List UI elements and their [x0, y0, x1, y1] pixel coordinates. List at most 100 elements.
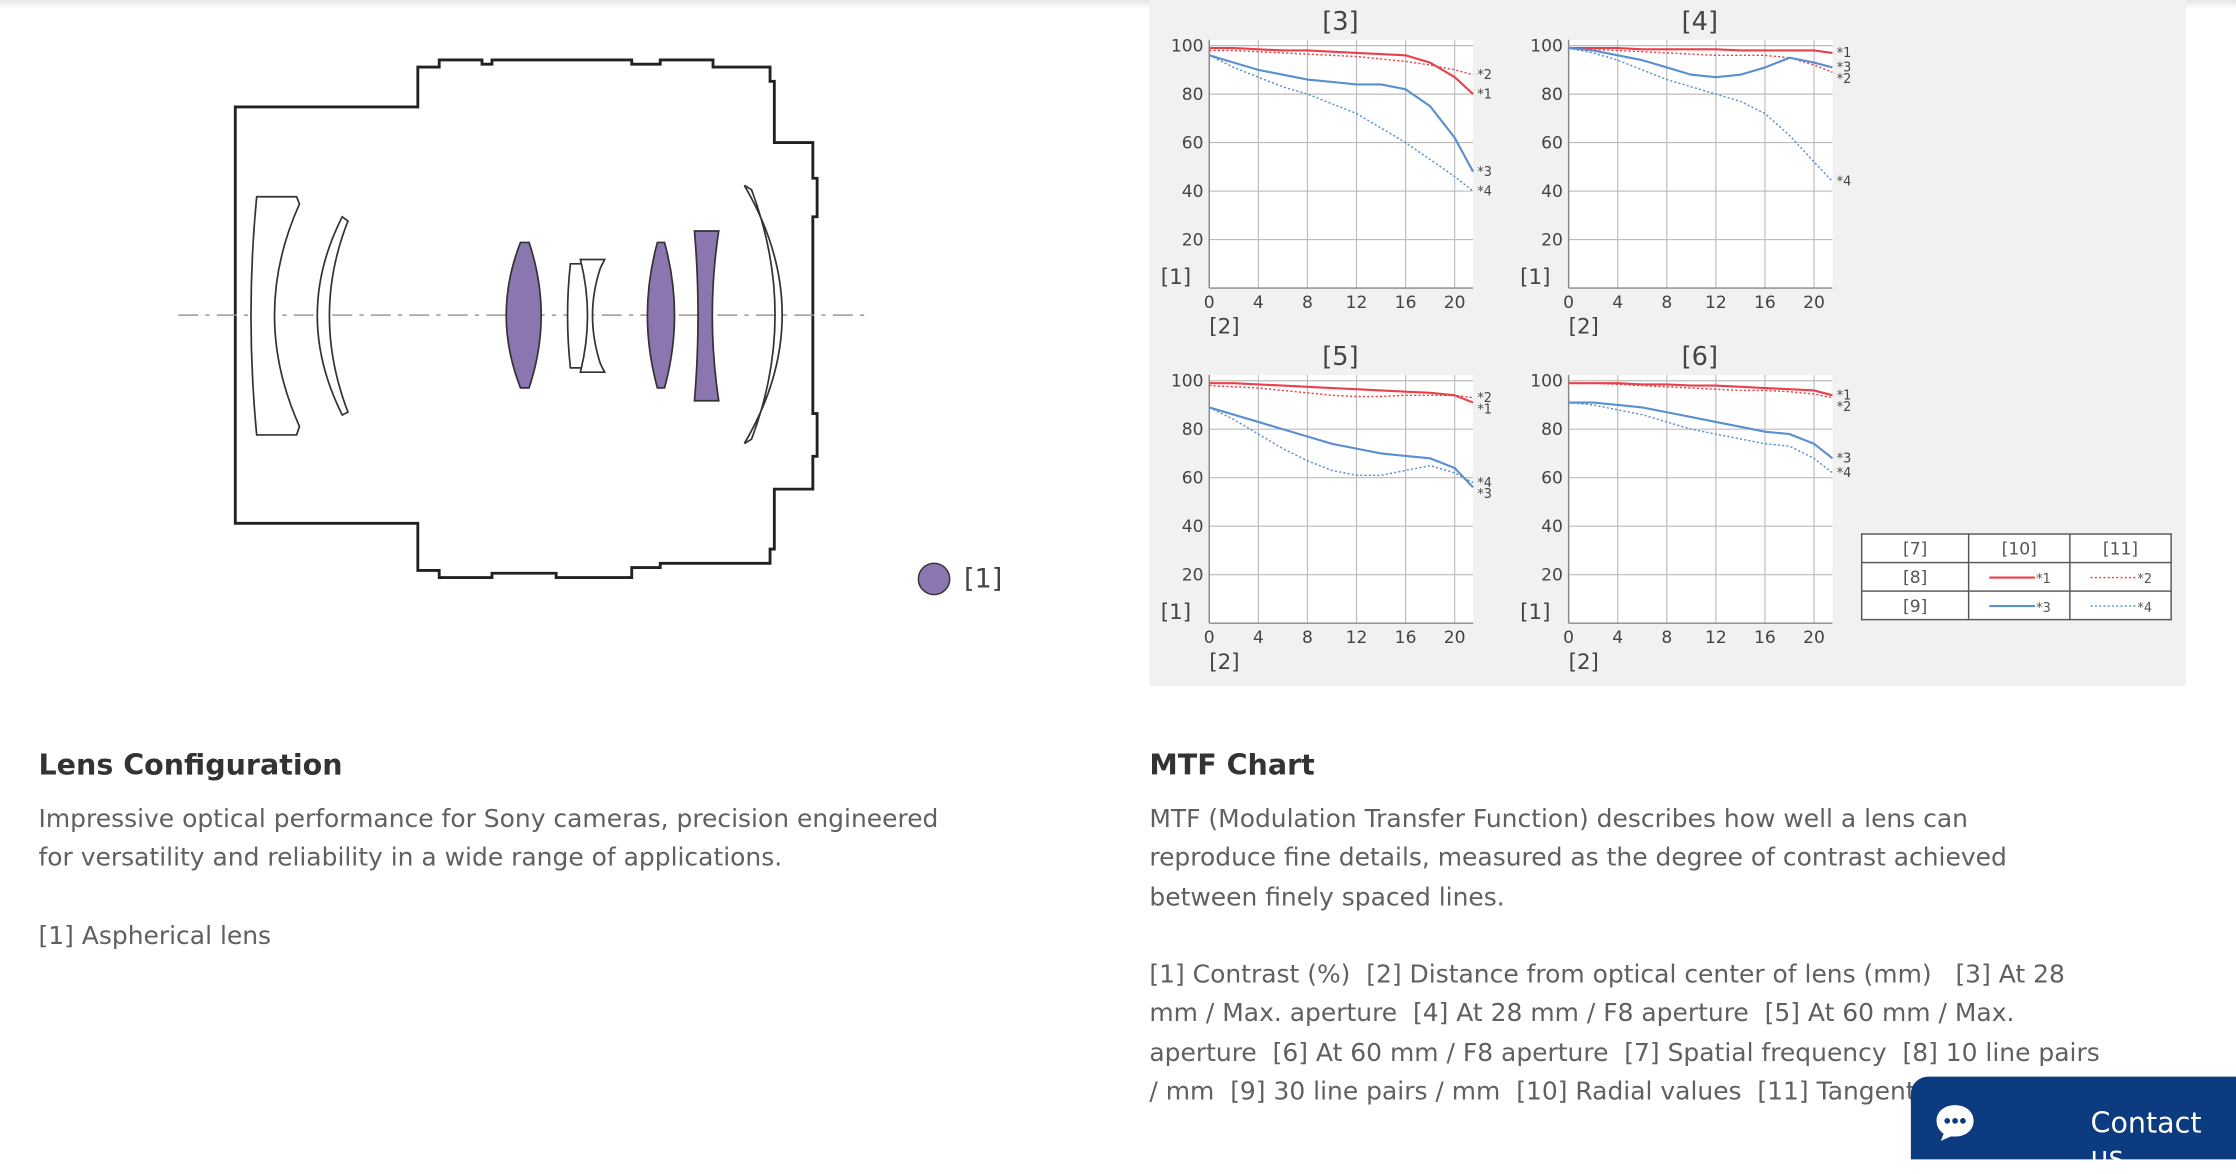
series-end-label: *4	[1477, 184, 1492, 199]
series-end-label: *2	[1837, 72, 1852, 87]
legend-header: [10]	[1967, 533, 2071, 564]
aspherical-elements	[505, 230, 720, 402]
plot-area	[1568, 375, 1833, 624]
x-tick-label: 16	[1754, 293, 1776, 313]
mtf-line	[1209, 382, 1474, 404]
legend-swatch	[917, 562, 951, 596]
mtf-chart: 0 4 8 12 16 20 20 40 60 80 100 [3] [1] [2] *2 *1 *3 *4	[1161, 7, 1492, 340]
aspherical-lens	[693, 230, 720, 402]
x-tick-label: 4	[1253, 293, 1264, 313]
legend-sample	[2090, 576, 2136, 579]
chart-title: [3]	[1322, 7, 1358, 37]
legend-row-label: [8]	[1860, 561, 1970, 592]
x-tick-label: 12	[1705, 628, 1727, 648]
x-tick-label: 8	[1661, 628, 1672, 648]
chart-title: [6]	[1682, 342, 1718, 372]
mtf-legend: [7] [10] [11] [8] *1 *2 [9] *3 *4	[1860, 533, 2172, 621]
series-end-label: *1	[1837, 389, 1852, 404]
y-tick-label: 100	[1530, 371, 1563, 391]
x-tick-label: 0	[1563, 293, 1574, 313]
lens-element	[250, 195, 301, 436]
x-tick-label: 20	[1444, 628, 1466, 648]
y-axis-label: [1]	[1161, 600, 1191, 625]
legend-sample	[1989, 576, 2035, 579]
x-tick-label: 4	[1253, 628, 1264, 648]
y-axis-label: [1]	[1520, 600, 1550, 625]
series-end-label: *2	[1837, 400, 1852, 415]
x-axis-label: [2]	[1569, 650, 1599, 675]
y-tick-label: 100	[1171, 36, 1204, 56]
x-tick-label: 12	[1705, 293, 1727, 313]
x-tick-label: 0	[1204, 293, 1215, 313]
chat-icon	[1936, 1105, 1974, 1141]
mtf-key: [1] Contrast (%) [2] Distance from optic…	[1149, 961, 2108, 1107]
series-end-label: *4	[1837, 175, 1852, 190]
legend-row: [8] *1 *2	[1860, 561, 2172, 592]
y-tick-label: 20	[1182, 565, 1204, 585]
lens-note: [1] Aspherical lens	[38, 922, 272, 952]
legend-entry-label: *3	[2036, 601, 2051, 616]
legend-header: [7]	[1860, 533, 1970, 564]
y-tick-label: 80	[1182, 420, 1204, 440]
y-tick-label: 60	[1541, 468, 1563, 488]
legend-header: [11]	[2069, 533, 2172, 564]
lens-heading: Lens Configuration	[38, 747, 343, 782]
y-tick-label: 100	[1171, 371, 1204, 391]
y-tick-label: 60	[1541, 133, 1563, 153]
x-axis-label: [2]	[1569, 315, 1599, 340]
x-tick-label: 8	[1302, 293, 1313, 313]
plot-area	[1568, 39, 1833, 289]
mtf-line	[1568, 401, 1834, 460]
contact-button[interactable]: Contact us	[1910, 1076, 2236, 1174]
y-tick-label: 40	[1541, 517, 1563, 537]
mtf-line	[1568, 46, 1833, 79]
aspherical-lens	[646, 241, 676, 389]
y-tick-label: 80	[1182, 85, 1204, 105]
mtf-description: MTF (Modulation Transfer Function) descr…	[1149, 805, 2007, 913]
mtf-chart: 0 4 8 12 16 20 20 40 60 80 100 [5] [1] [2] *2*1 *4*3	[1161, 342, 1492, 675]
x-tick-label: 8	[1661, 293, 1672, 313]
x-axis-label: [2]	[1209, 650, 1239, 675]
mtf-line	[1568, 46, 1833, 54]
mtf-chart: 0 4 8 12 16 20 20 40 60 80 100 [4] [1] [2] *1*3*2 *4	[1520, 7, 1851, 340]
plot-area	[1209, 375, 1474, 624]
x-tick-label: 20	[1803, 293, 1825, 313]
y-axis-label: [1]	[1161, 265, 1191, 290]
series-end-label: *4	[1477, 476, 1492, 491]
legend-row-label: [9]	[1860, 590, 1970, 621]
x-tick-label: 20	[1803, 628, 1825, 648]
series-end-label: *1	[1477, 402, 1492, 417]
lens-element	[579, 258, 607, 374]
y-tick-label: 20	[1182, 230, 1204, 250]
mtf-line	[1209, 46, 1474, 95]
series-end-label: *2	[1477, 68, 1492, 83]
y-tick-label: 60	[1182, 133, 1204, 153]
legend-sample	[2090, 605, 2136, 607]
x-tick-label: 12	[1346, 628, 1368, 648]
legend-entry: *2	[2069, 561, 2172, 592]
mtf-line	[1568, 382, 1833, 397]
chart-title: [5]	[1322, 342, 1358, 372]
y-tick-label: 20	[1541, 565, 1563, 585]
series-end-label: *1	[1837, 46, 1852, 61]
mtf-line	[1208, 54, 1475, 173]
mtf-line	[1208, 406, 1474, 484]
y-tick-label: 60	[1182, 468, 1204, 488]
y-tick-label: 80	[1541, 420, 1563, 440]
legend-entry-label: *1	[2036, 572, 2051, 587]
x-tick-label: 20	[1444, 293, 1466, 313]
legend-entry: *4	[2069, 590, 2172, 621]
mtf-heading: MTF Chart	[1149, 747, 1315, 782]
x-tick-label: 8	[1302, 628, 1313, 648]
x-axis-label: [2]	[1209, 315, 1239, 340]
top-shadow	[0, 0, 2236, 9]
legend-sample	[1989, 604, 2035, 608]
lens-diagram: [1]	[178, 58, 1002, 596]
y-axis-label: [1]	[1520, 265, 1550, 290]
lens-barrel	[233, 58, 819, 579]
contact-label[interactable]: Contact us	[2090, 1105, 2202, 1174]
mtf-chart: 0 4 8 12 16 20 20 40 60 80 100 [6] [1] [2] *1*2 *3*4	[1520, 342, 1851, 675]
series-end-label: *1	[1477, 87, 1492, 102]
mtf-line	[1208, 406, 1474, 489]
